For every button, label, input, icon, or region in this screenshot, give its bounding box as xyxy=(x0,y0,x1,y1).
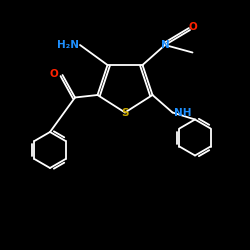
Text: H₂N: H₂N xyxy=(57,40,79,50)
Text: S: S xyxy=(121,108,129,118)
Text: O: O xyxy=(50,69,59,79)
Text: O: O xyxy=(188,22,197,32)
Text: N: N xyxy=(160,40,170,50)
Text: NH: NH xyxy=(174,108,191,118)
